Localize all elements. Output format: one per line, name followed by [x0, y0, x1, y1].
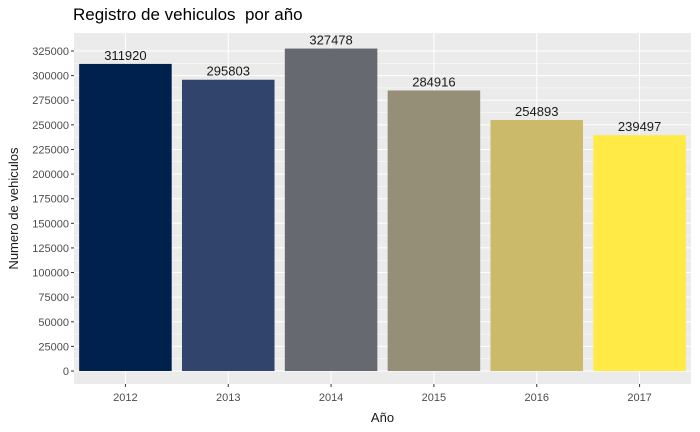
y-tick-label: 100000	[32, 268, 69, 280]
y-tick-label: 300000	[32, 71, 69, 83]
bars	[79, 48, 686, 372]
y-tick-label: 200000	[32, 169, 69, 181]
bar-2014	[284, 48, 378, 372]
y-tick-label: 275000	[32, 95, 69, 107]
x-tick-label: 2014	[319, 392, 343, 404]
bar-2012	[79, 63, 172, 371]
y-tick-label: 175000	[32, 194, 69, 206]
x-axis: 2012 2013 2014 2015 2016 2017	[113, 384, 652, 404]
data-labels: 311920 295803 327478 284916 254893 239497	[104, 33, 661, 135]
bar-2015	[387, 90, 481, 372]
bar-2013	[181, 79, 275, 372]
y-tick-label: 225000	[32, 144, 69, 156]
x-tick-label: 2015	[422, 392, 446, 404]
data-label-2015: 284916	[412, 74, 455, 89]
data-label-2014: 327478	[309, 33, 352, 48]
y-tick-label: 25000	[38, 341, 69, 353]
x-tick-label: 2017	[627, 392, 651, 404]
data-label-2013: 295803	[207, 64, 250, 79]
y-tick-label: 125000	[32, 243, 69, 255]
data-label-2016: 254893	[515, 104, 558, 119]
x-tick-label: 2012	[113, 392, 137, 404]
y-axis: 0 25000 50000 75000 100000 125000 150000 175000…	[32, 46, 74, 378]
y-tick-label: 250000	[32, 120, 69, 132]
y-axis-title: Numero de vehiculos	[6, 147, 21, 270]
x-axis-title: Año	[371, 410, 394, 425]
bar-2016	[490, 120, 584, 371]
chart-title: Registro de vehiculos por año	[73, 5, 303, 24]
y-tick-label: 150000	[32, 218, 69, 230]
y-tick-label: 75000	[38, 292, 69, 304]
y-tick-label: 50000	[38, 317, 69, 329]
x-tick-label: 2013	[216, 392, 240, 404]
data-label-2012: 311920	[104, 48, 146, 63]
x-tick-label: 2016	[525, 392, 549, 404]
data-label-2017: 239497	[618, 119, 661, 134]
y-tick-label: 325000	[32, 46, 69, 58]
y-tick-label: 0	[63, 366, 69, 378]
plot-panel	[74, 33, 691, 384]
bar-2017	[593, 135, 686, 371]
